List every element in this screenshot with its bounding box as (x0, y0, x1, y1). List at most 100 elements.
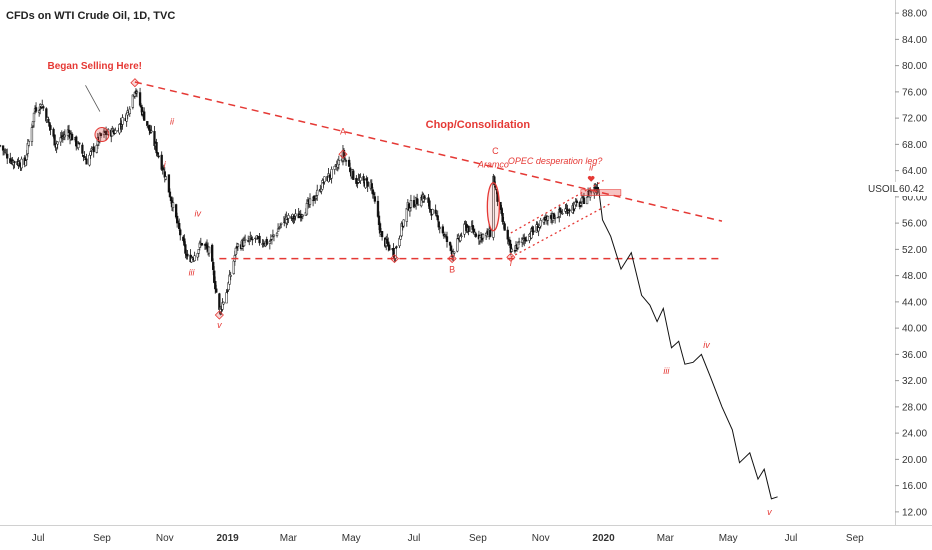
candle-body (337, 160, 340, 166)
pivot-marker-icon (130, 78, 140, 88)
candle-body (56, 141, 59, 145)
y-tick-label: 40.00 (902, 324, 927, 335)
candle-body (171, 202, 175, 208)
candle-body (207, 246, 211, 254)
candle-body (349, 167, 352, 172)
downtrend-line[interactable] (134, 81, 723, 222)
candles-layer (0, 87, 600, 316)
candle-body (445, 236, 449, 243)
x-tick-label: 2020 (592, 533, 615, 544)
candle-body (314, 199, 317, 201)
x-tick-label: Sep (846, 533, 864, 544)
candle-body (229, 275, 232, 277)
projection-path (597, 186, 778, 500)
x-tick-label: May (342, 533, 361, 544)
channel-lower-line[interactable] (510, 202, 612, 258)
annotation-label: Chop/Consolidation (426, 119, 531, 131)
candle-body (47, 118, 50, 123)
symbol-label: USOIL (868, 184, 898, 195)
annotation-label: Began Selling Here! (48, 61, 142, 72)
y-tick-label: 44.00 (902, 297, 927, 308)
candle-body (481, 234, 485, 239)
candle-body (438, 227, 441, 229)
candle-body (493, 176, 496, 186)
candle-body (373, 196, 377, 202)
candle-body (78, 142, 81, 145)
x-tick-label: Nov (156, 533, 174, 544)
y-tick-label: 80.00 (902, 61, 927, 72)
price-axis[interactable]: 12.00 16.00 20.00 24.00 28.00 32.00 36.00 40.00… (895, 9, 927, 519)
candle-body (193, 255, 196, 261)
annotation-label: iv (194, 209, 201, 219)
annotation-label: C (492, 146, 499, 156)
candle-body (503, 223, 506, 231)
candle-body (388, 244, 391, 251)
candle-body (316, 189, 319, 196)
candle-body (190, 257, 193, 263)
chart-title: CFDs on WTI Crude Oil, 1D, TVC (6, 10, 175, 22)
candle-body (92, 146, 95, 153)
candle-body (49, 125, 52, 130)
candle-body (416, 204, 420, 206)
candle-body (380, 231, 384, 238)
annotations-layer: Began Selling Here! Chop/Consolidation OPE… (48, 61, 773, 517)
x-tick-label: Sep (469, 533, 487, 544)
candle-body (243, 239, 247, 241)
candle-body (575, 200, 578, 204)
candle-body (128, 108, 131, 114)
candle-body (449, 245, 453, 251)
candle-body (13, 161, 16, 164)
candle-body (197, 249, 200, 254)
candle-body (370, 183, 373, 189)
y-tick-label: 52.00 (902, 245, 927, 256)
candle-body (179, 229, 182, 236)
candle-body (506, 229, 509, 240)
x-tick-label: Mar (280, 533, 298, 544)
y-tick-label: 76.00 (902, 87, 927, 98)
candle-body (85, 158, 88, 165)
annotation-label: OPEC desperation leg? (508, 156, 603, 166)
y-tick-label: 12.00 (902, 507, 927, 518)
annotation-label: v (767, 507, 772, 517)
candle-body (441, 226, 445, 234)
candle-body (150, 130, 153, 133)
candle-body (467, 225, 470, 232)
x-tick-label: Jul (408, 533, 421, 544)
y-tick-label: 28.00 (902, 402, 927, 413)
candle-body (178, 222, 181, 229)
candle-body (6, 153, 9, 159)
candle-body (294, 213, 297, 217)
annotation-label: i (164, 159, 167, 169)
y-tick-label: 72.00 (902, 114, 927, 125)
candle-body (168, 191, 172, 198)
candle-body (510, 248, 514, 252)
candle-body (34, 107, 38, 112)
time-axis[interactable]: Jul Sep Nov 2019 Mar May Jul Sep Nov 2020 Mar May Ju… (32, 533, 864, 544)
candle-body (590, 191, 593, 193)
candle-body (42, 106, 45, 109)
candle-body (539, 220, 542, 227)
last-price-label: 60.42 (899, 184, 924, 195)
y-tick-label: 32.00 (902, 376, 927, 387)
candle-body (53, 134, 56, 146)
apple-icon (587, 175, 595, 182)
pivot-marker-icon (214, 310, 224, 320)
price-layer (597, 186, 778, 500)
x-tick-label: Jul (32, 533, 45, 544)
candle-body (431, 209, 434, 215)
x-tick-label: 2019 (216, 533, 239, 544)
annotation-label: iv (703, 340, 710, 350)
x-tick-label: Jul (785, 533, 798, 544)
candle-body (434, 209, 437, 214)
candle-body (143, 111, 146, 121)
candle-body (517, 241, 521, 243)
candle-body (135, 91, 139, 94)
candle-body (474, 233, 477, 237)
y-tick-label: 16.00 (902, 481, 927, 492)
pivot-marker-icon (506, 252, 516, 262)
candle-body (359, 177, 362, 181)
pivot-marker-icon (447, 253, 457, 264)
candle-body (32, 112, 36, 123)
candle-body (436, 215, 439, 221)
